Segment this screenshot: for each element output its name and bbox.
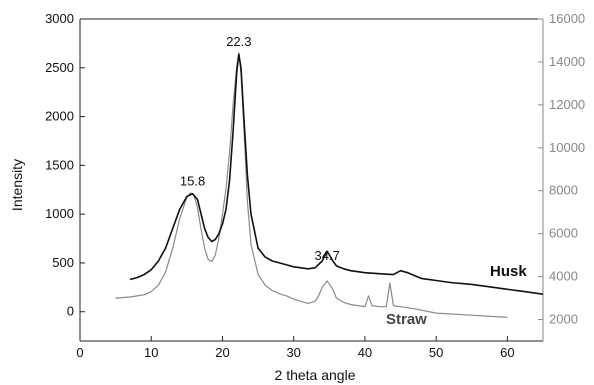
left-tick-label: 2000	[45, 109, 74, 124]
series-line-husk	[129, 53, 544, 295]
x-tick-label: 0	[76, 345, 83, 360]
series-layer	[115, 52, 544, 318]
x-tick-label: 60	[500, 345, 514, 360]
right-tick-label: 12000	[549, 97, 585, 112]
x-tick-label: 10	[144, 345, 158, 360]
left-tick-label: 0	[67, 304, 74, 319]
right-tick-label: 2000	[549, 312, 578, 327]
plot-frame	[79, 18, 544, 342]
right-axis-ticks: 2000 4000 6000 8000 10000 12000 14000 16000	[538, 11, 585, 327]
x-tick-label: 50	[429, 345, 443, 360]
right-tick-label: 14000	[549, 54, 585, 69]
right-tick-label: 16000	[549, 11, 585, 26]
peak-label: 34.7	[315, 248, 340, 263]
left-tick-label: 2500	[45, 60, 74, 75]
x-tick-label: 40	[358, 345, 372, 360]
x-tick-label: 20	[215, 345, 229, 360]
x-axis-title: 2 theta angle	[275, 367, 356, 383]
x-axis-ticks: 0 10 20 30 40 50 60	[76, 336, 515, 360]
left-tick-label: 1000	[45, 206, 74, 221]
peak-label: 15.8	[180, 174, 205, 189]
right-tick-label: 6000	[549, 226, 578, 241]
y-axis-title: Intensity	[9, 159, 25, 211]
annotation-layer: 22.3 15.8 34.7	[180, 34, 340, 263]
right-tick-label: 4000	[549, 269, 578, 284]
right-tick-label: 8000	[549, 183, 578, 198]
left-tick-label: 1500	[45, 157, 74, 172]
x-tick-label: 30	[286, 345, 300, 360]
series-line-straw	[115, 52, 508, 318]
series-label-straw: Straw	[386, 311, 427, 328]
right-tick-label: 10000	[549, 140, 585, 155]
peak-label: 22.3	[226, 34, 251, 49]
left-tick-label: 3000	[45, 11, 74, 26]
left-axis-ticks: 0 500 1000 1500 2000 2500 3000	[45, 11, 85, 319]
left-tick-label: 500	[52, 255, 74, 270]
series-label-husk: Husk	[490, 263, 527, 280]
